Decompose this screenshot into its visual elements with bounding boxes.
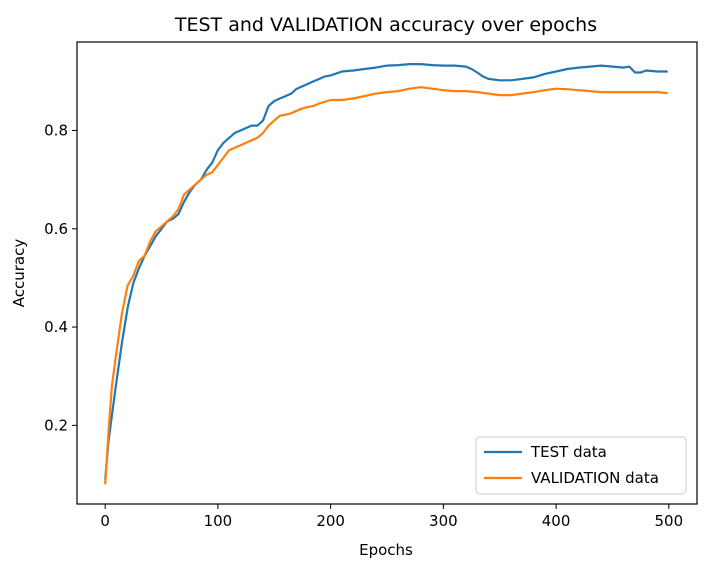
y-tick-label: 0.4 bbox=[44, 318, 68, 336]
x-tick-label: 500 bbox=[654, 512, 683, 530]
legend-label-validation: VALIDATION data bbox=[531, 469, 659, 487]
series-line-0 bbox=[104, 62, 668, 480]
y-tick-label: 0.6 bbox=[44, 220, 68, 238]
legend-box bbox=[475, 436, 687, 495]
chart-title: TEST and VALIDATION accuracy over epochs bbox=[174, 14, 597, 36]
series-line-1 bbox=[104, 86, 668, 485]
legend: TEST data VALIDATION data bbox=[475, 436, 687, 495]
plot-frame bbox=[76, 41, 698, 505]
y-tick-label: 0.8 bbox=[44, 121, 68, 139]
x-tick-label: 200 bbox=[316, 512, 345, 530]
y-axis-title: Accuracy bbox=[10, 239, 28, 308]
x-tick-label: 0 bbox=[100, 512, 110, 530]
x-tick-label: 400 bbox=[542, 512, 571, 530]
legend-label-test: TEST data bbox=[530, 443, 607, 461]
x-tick-label: 300 bbox=[429, 512, 458, 530]
y-tick-label: 0.2 bbox=[44, 416, 68, 434]
plot-area: 0 100 200 300 400 500 0.2 0.4 0.6 0.8 bbox=[44, 41, 698, 530]
x-axis-title: Epochs bbox=[359, 541, 413, 559]
x-tick-label: 100 bbox=[204, 512, 233, 530]
